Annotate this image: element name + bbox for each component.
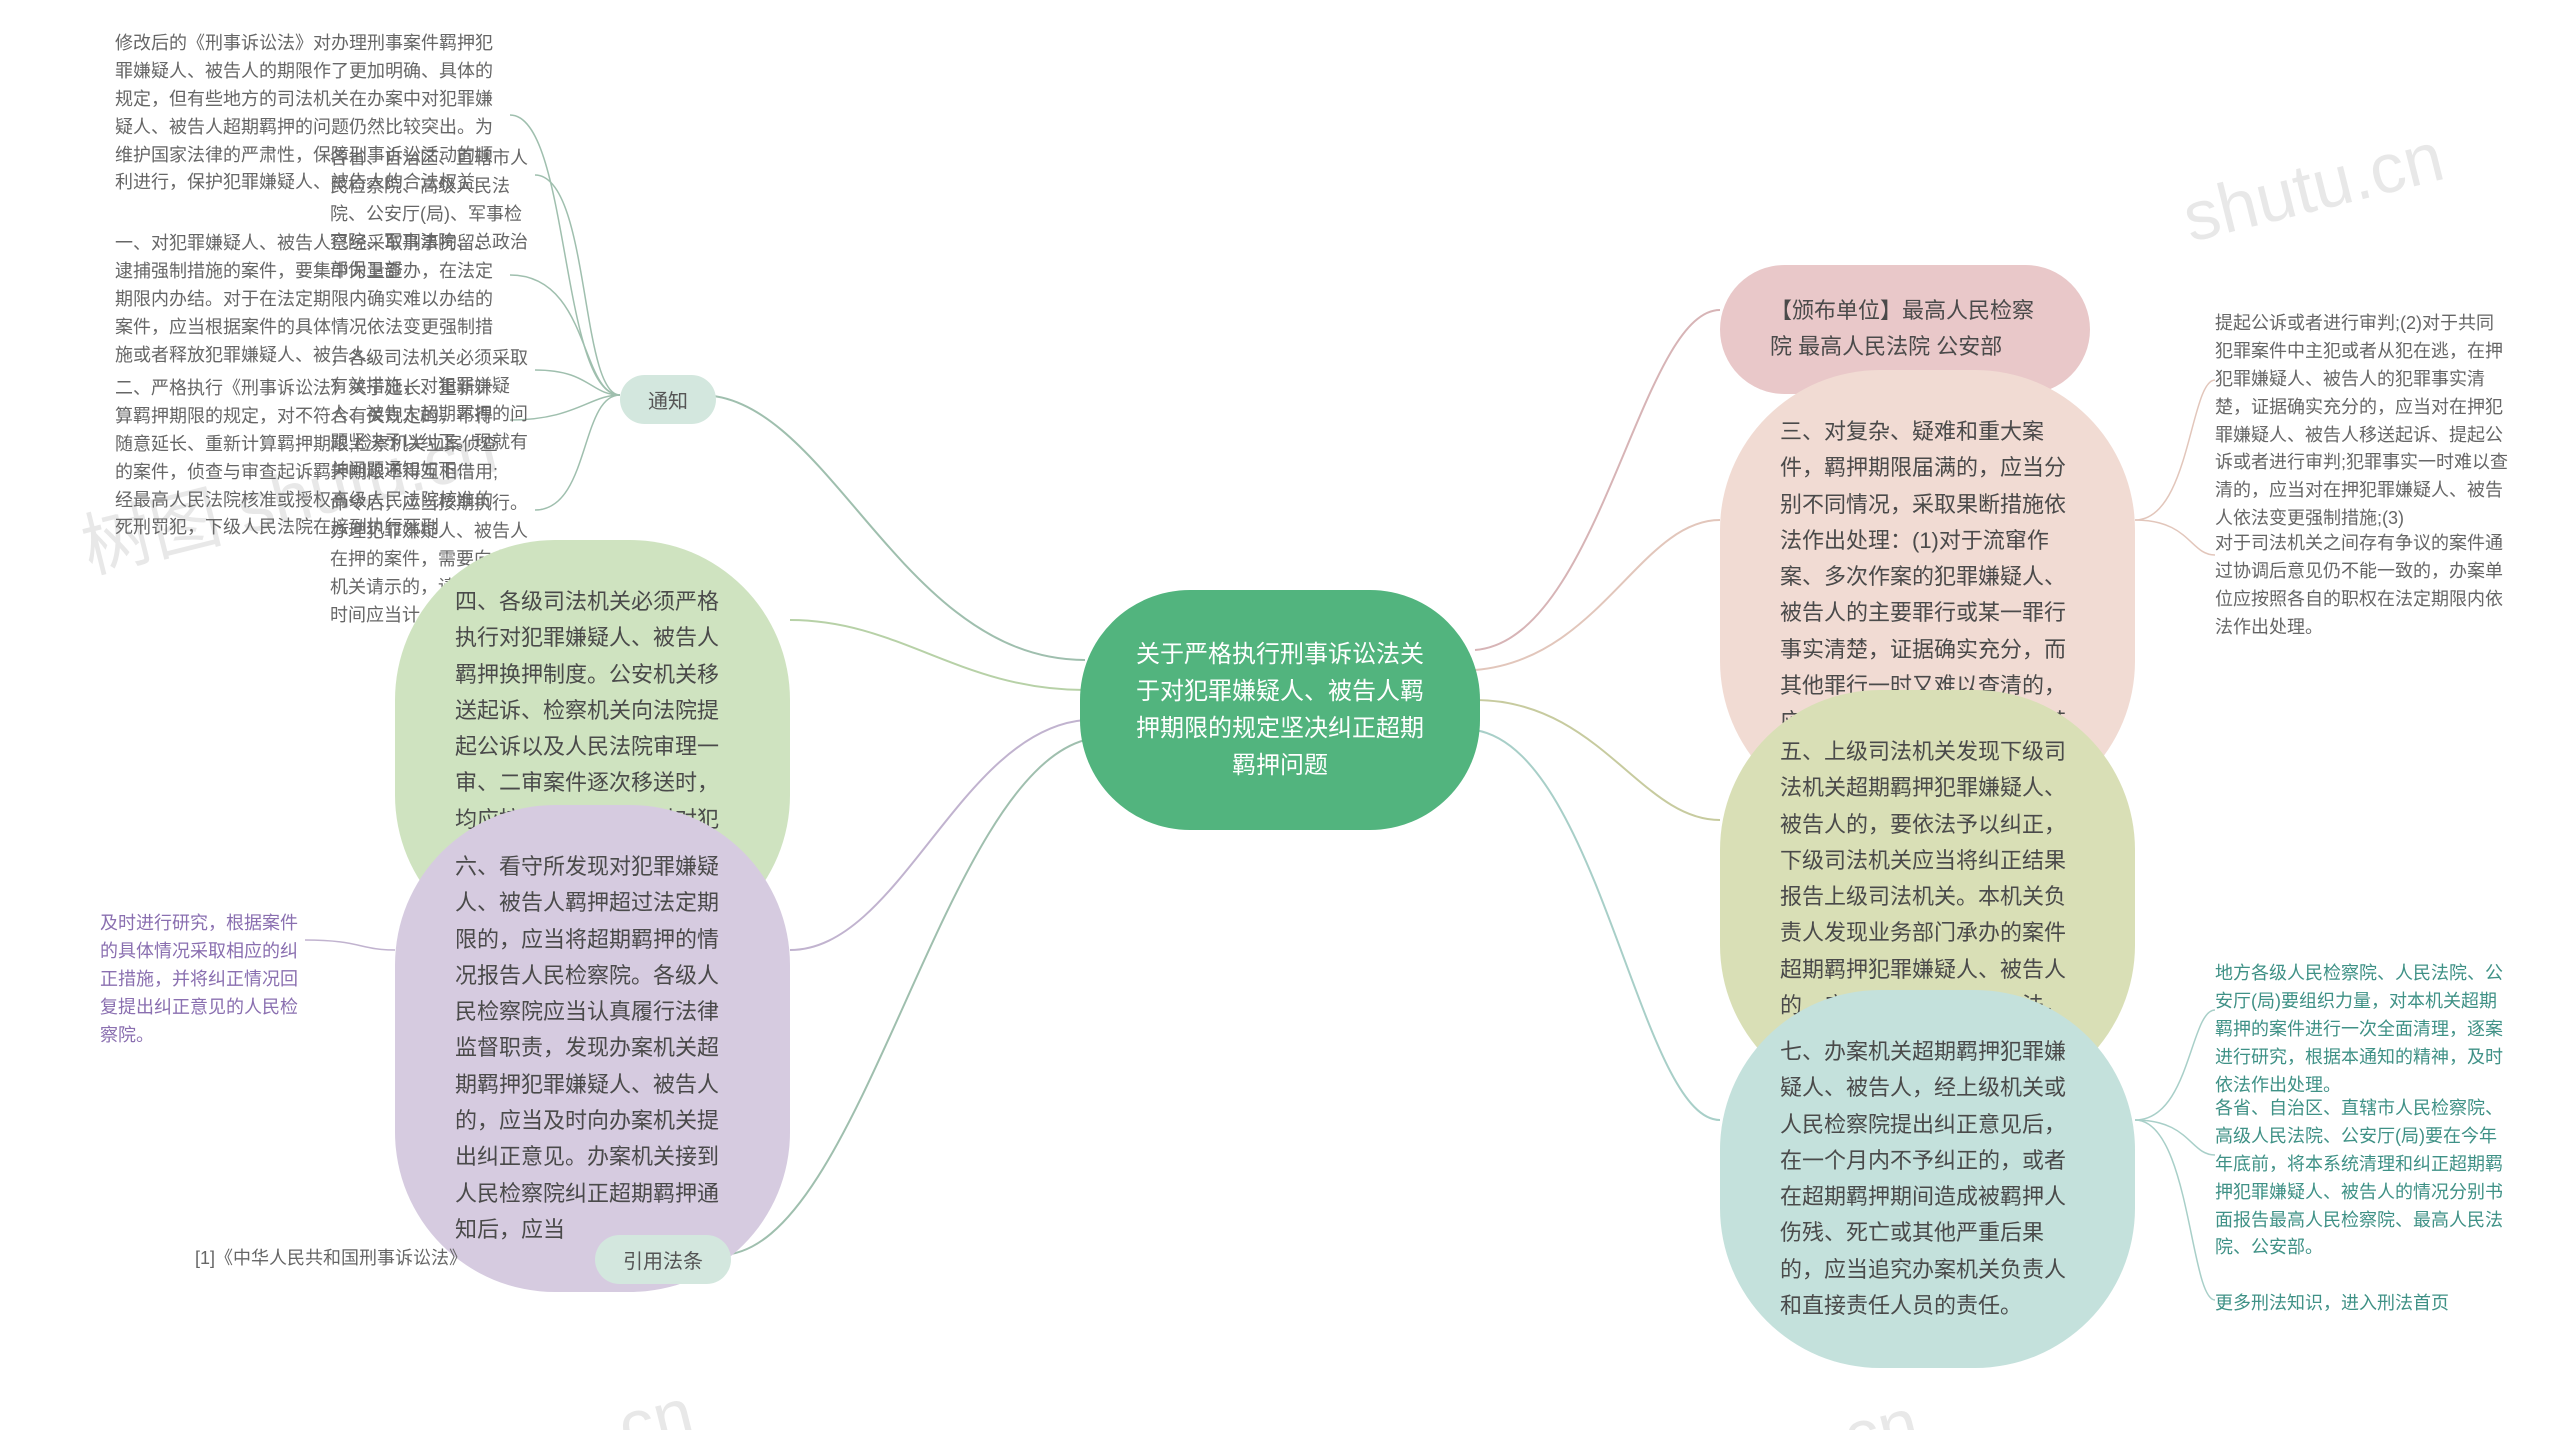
mindmap-canvas: { "colors": { "center_bg": "#52b47e", "c…: [0, 0, 2560, 1430]
pill-cite-label: 引用法条: [623, 1245, 703, 1274]
leaf-node3-a: 提起公诉或者进行审判;(2)对于共同犯罪案件中主犯或者从犯在逃，在押犯罪嫌疑人、…: [2215, 310, 2510, 533]
leaf-cite: [1]《中华人民共和国刑事诉讼法》: [195, 1245, 465, 1273]
watermark: shutu.cn: [2175, 116, 2451, 258]
watermark: cn: [610, 1372, 701, 1430]
leaf-node7-b: 各省、自治区、直辖市人民检察院、高级人民法院、公安厅(局)要在今年年底前，将本系…: [2215, 1095, 2510, 1262]
pill-notify-label: 通知: [648, 385, 688, 414]
leaf-node7-c: 更多刑法知识，进入刑法首页: [2215, 1290, 2510, 1318]
node6-text: 六、看守所发现对犯罪嫌疑人、被告人羁押超过法定期限的，应当将超期羁押的情况报告人…: [455, 849, 730, 1248]
leaf-node6: 及时进行研究，根据案件的具体情况采取相应的纠正措施，并将纠正情况回复提出纠正意见…: [100, 910, 305, 1049]
issuer-text: 【颁布单位】最高人民检察院 最高人民法院 公安部: [1770, 293, 2040, 366]
pill-cite: 引用法条: [595, 1235, 731, 1284]
center-node: 关于严格执行刑事诉讼法关于对犯罪嫌疑人、被告人羁押期限的规定坚决纠正超期羁押问题: [1080, 590, 1480, 830]
watermark: cn: [1835, 1382, 1926, 1430]
oval-node7: 七、办案机关超期羁押犯罪嫌疑人、被告人，经上级机关或人民检察院提出纠正意见后，在…: [1720, 990, 2135, 1368]
center-text: 关于严格执行刑事诉讼法关于对犯罪嫌疑人、被告人羁押期限的规定坚决纠正超期羁押问题: [1130, 636, 1430, 785]
oval-node6: 六、看守所发现对犯罪嫌疑人、被告人羁押超过法定期限的，应当将超期羁押的情况报告人…: [395, 805, 790, 1292]
node7-text: 七、办案机关超期羁押犯罪嫌疑人、被告人，经上级机关或人民检察院提出纠正意见后，在…: [1780, 1034, 2075, 1324]
pill-notify: 通知: [620, 375, 716, 424]
leaf-node7-a: 地方各级人民检察院、人民法院、公安厅(局)要组织力量，对本机关超期羁押的案件进行…: [2215, 960, 2510, 1099]
leaf-node3-b: 对于司法机关之间存有争议的案件通过协调后意见仍不能一致的，办案单位应按照各自的职…: [2215, 530, 2510, 642]
